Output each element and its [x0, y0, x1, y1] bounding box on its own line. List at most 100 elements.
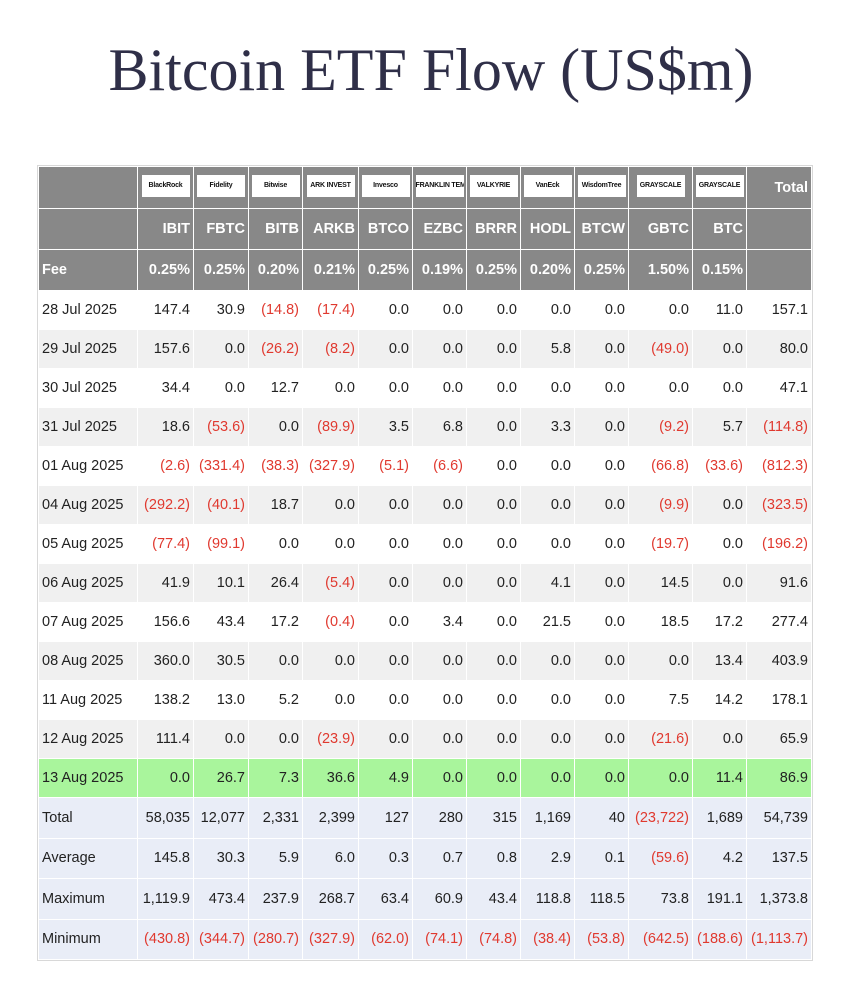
flow-value: 0.0 [302, 485, 359, 525]
logo-cell: Bitwise [248, 166, 303, 209]
summary-value: 0.3 [358, 837, 413, 879]
flow-value: (40.1) [193, 485, 249, 525]
flow-value: (323.5) [746, 485, 812, 525]
fee-value: 0.25% [574, 249, 629, 291]
flow-value: 157.1 [746, 290, 812, 330]
data-row: 04 Aug 2025 (292.2) (40.1) 18.7 0.0 0.0 0.0 0.0… [38, 485, 812, 525]
flow-value: 0.0 [412, 524, 467, 564]
flow-value: 11.4 [692, 758, 747, 798]
summary-value: (74.8) [466, 918, 521, 960]
row-label: Maximum [38, 878, 138, 920]
flow-value: 41.9 [137, 563, 194, 603]
data-row: 01 Aug 2025 (2.6) (331.4) (38.3) (327.9) (5.1… [38, 446, 812, 486]
data-row: 29 Jul 2025 157.6 0.0 (26.2) (8.2) 0.0 0.0 0.0 5… [38, 329, 812, 369]
flow-value: 26.7 [193, 758, 249, 798]
summary-value: 1,119.9 [137, 878, 194, 920]
flow-value: 47.1 [746, 368, 812, 408]
flow-value: 0.0 [520, 368, 575, 408]
flow-value: (49.0) [628, 329, 693, 369]
flow-value: 0.0 [358, 524, 413, 564]
flow-value: (5.4) [302, 563, 359, 603]
flow-value: (5.1) [358, 446, 413, 486]
summary-value: 43.4 [466, 878, 521, 920]
flow-value: 91.6 [746, 563, 812, 603]
summary-row: Minimum (430.8) (344.7) (280.7) (327.9) (62.0… [38, 918, 812, 960]
logo-cell: GRAYSCALE [692, 166, 747, 209]
summary-value: 4.2 [692, 837, 747, 879]
flow-value: 34.4 [137, 368, 194, 408]
flow-value: 0.0 [466, 758, 521, 798]
summary-value: (38.4) [520, 918, 575, 960]
issuer-logo: WisdomTree [577, 174, 626, 197]
flow-value: 0.0 [193, 329, 249, 369]
flow-value: (9.2) [628, 407, 693, 447]
fee-value: 0.25% [358, 249, 413, 291]
flow-value: 0.0 [302, 680, 359, 720]
flow-value: 0.0 [520, 485, 575, 525]
ticker: BTCW [574, 208, 629, 250]
summary-value: (280.7) [248, 918, 303, 960]
fee-row: Fee 0.25% 0.25% 0.20% 0.21% 0.25% 0.19% 0.25% 0.… [38, 249, 812, 291]
empty-cell [746, 249, 812, 291]
flow-value: 0.0 [520, 446, 575, 486]
date: 06 Aug 2025 [38, 563, 138, 603]
flow-value: 0.0 [302, 641, 359, 681]
flow-value: 7.5 [628, 680, 693, 720]
flow-value: 30.9 [193, 290, 249, 330]
logo-cell: GRAYSCALE [628, 166, 693, 209]
flow-value: 14.5 [628, 563, 693, 603]
flow-value: 5.2 [248, 680, 303, 720]
flow-value: (23.9) [302, 719, 359, 759]
ticker: BTC [692, 208, 747, 250]
flow-value: 0.0 [574, 407, 629, 447]
date: 01 Aug 2025 [38, 446, 138, 486]
flow-value: 3.5 [358, 407, 413, 447]
flow-value: 18.5 [628, 602, 693, 642]
flow-value: 3.3 [520, 407, 575, 447]
flow-value: 0.0 [466, 368, 521, 408]
flow-value: 43.4 [193, 602, 249, 642]
summary-value: 145.8 [137, 837, 194, 879]
flow-value: (38.3) [248, 446, 303, 486]
issuer-logo: GRAYSCALE [636, 174, 685, 197]
summary-value: 0.8 [466, 837, 521, 879]
flow-value: 0.0 [574, 290, 629, 330]
summary-value: 280 [412, 797, 467, 839]
flow-value: 0.0 [358, 485, 413, 525]
table-body: BlackRock Fidelity Bitwise ARK INVEST Invesc… [38, 166, 812, 960]
flow-value: 0.0 [692, 329, 747, 369]
flow-value: 0.0 [466, 602, 521, 642]
flow-value: 30.5 [193, 641, 249, 681]
flow-value: 0.0 [358, 641, 413, 681]
summary-value: 1,373.8 [746, 878, 812, 920]
flow-value: 0.0 [466, 719, 521, 759]
summary-value: 127 [358, 797, 413, 839]
flow-value: 11.0 [692, 290, 747, 330]
flow-value: 12.7 [248, 368, 303, 408]
fee-value: 0.25% [466, 249, 521, 291]
flow-value: 3.4 [412, 602, 467, 642]
flow-value: (66.8) [628, 446, 693, 486]
data-row: 05 Aug 2025 (77.4) (99.1) 0.0 0.0 0.0 0.0 0.0 0.… [38, 524, 812, 564]
flow-value: (26.2) [248, 329, 303, 369]
row-label: Average [38, 837, 138, 879]
summary-row: Maximum 1,119.9 473.4 237.9 268.7 63.4 60.9 43.… [38, 878, 812, 920]
title: Bitcoin ETF Flow (US$m) [108, 37, 754, 103]
data-row: 30 Jul 2025 34.4 0.0 12.7 0.0 0.0 0.0 0.0 0.0 0.0… [38, 368, 812, 408]
flow-value: 0.0 [574, 602, 629, 642]
data-row: 07 Aug 2025 156.6 43.4 17.2 (0.4) 0.0 3.4 0.0 21… [38, 602, 812, 642]
flow-value: 0.0 [358, 563, 413, 603]
summary-value: 118.8 [520, 878, 575, 920]
flow-value: 0.0 [302, 368, 359, 408]
summary-value: (642.5) [628, 918, 693, 960]
date: 05 Aug 2025 [38, 524, 138, 564]
date: 08 Aug 2025 [38, 641, 138, 681]
summary-value: 0.7 [412, 837, 467, 879]
summary-value: 60.9 [412, 878, 467, 920]
ticker: BTCO [358, 208, 413, 250]
logo-cell: FRANKLIN TEMPLETON [412, 166, 467, 209]
fee-value: 0.15% [692, 249, 747, 291]
issuer-logo: Fidelity [197, 174, 245, 197]
flow-value: 0.0 [574, 641, 629, 681]
